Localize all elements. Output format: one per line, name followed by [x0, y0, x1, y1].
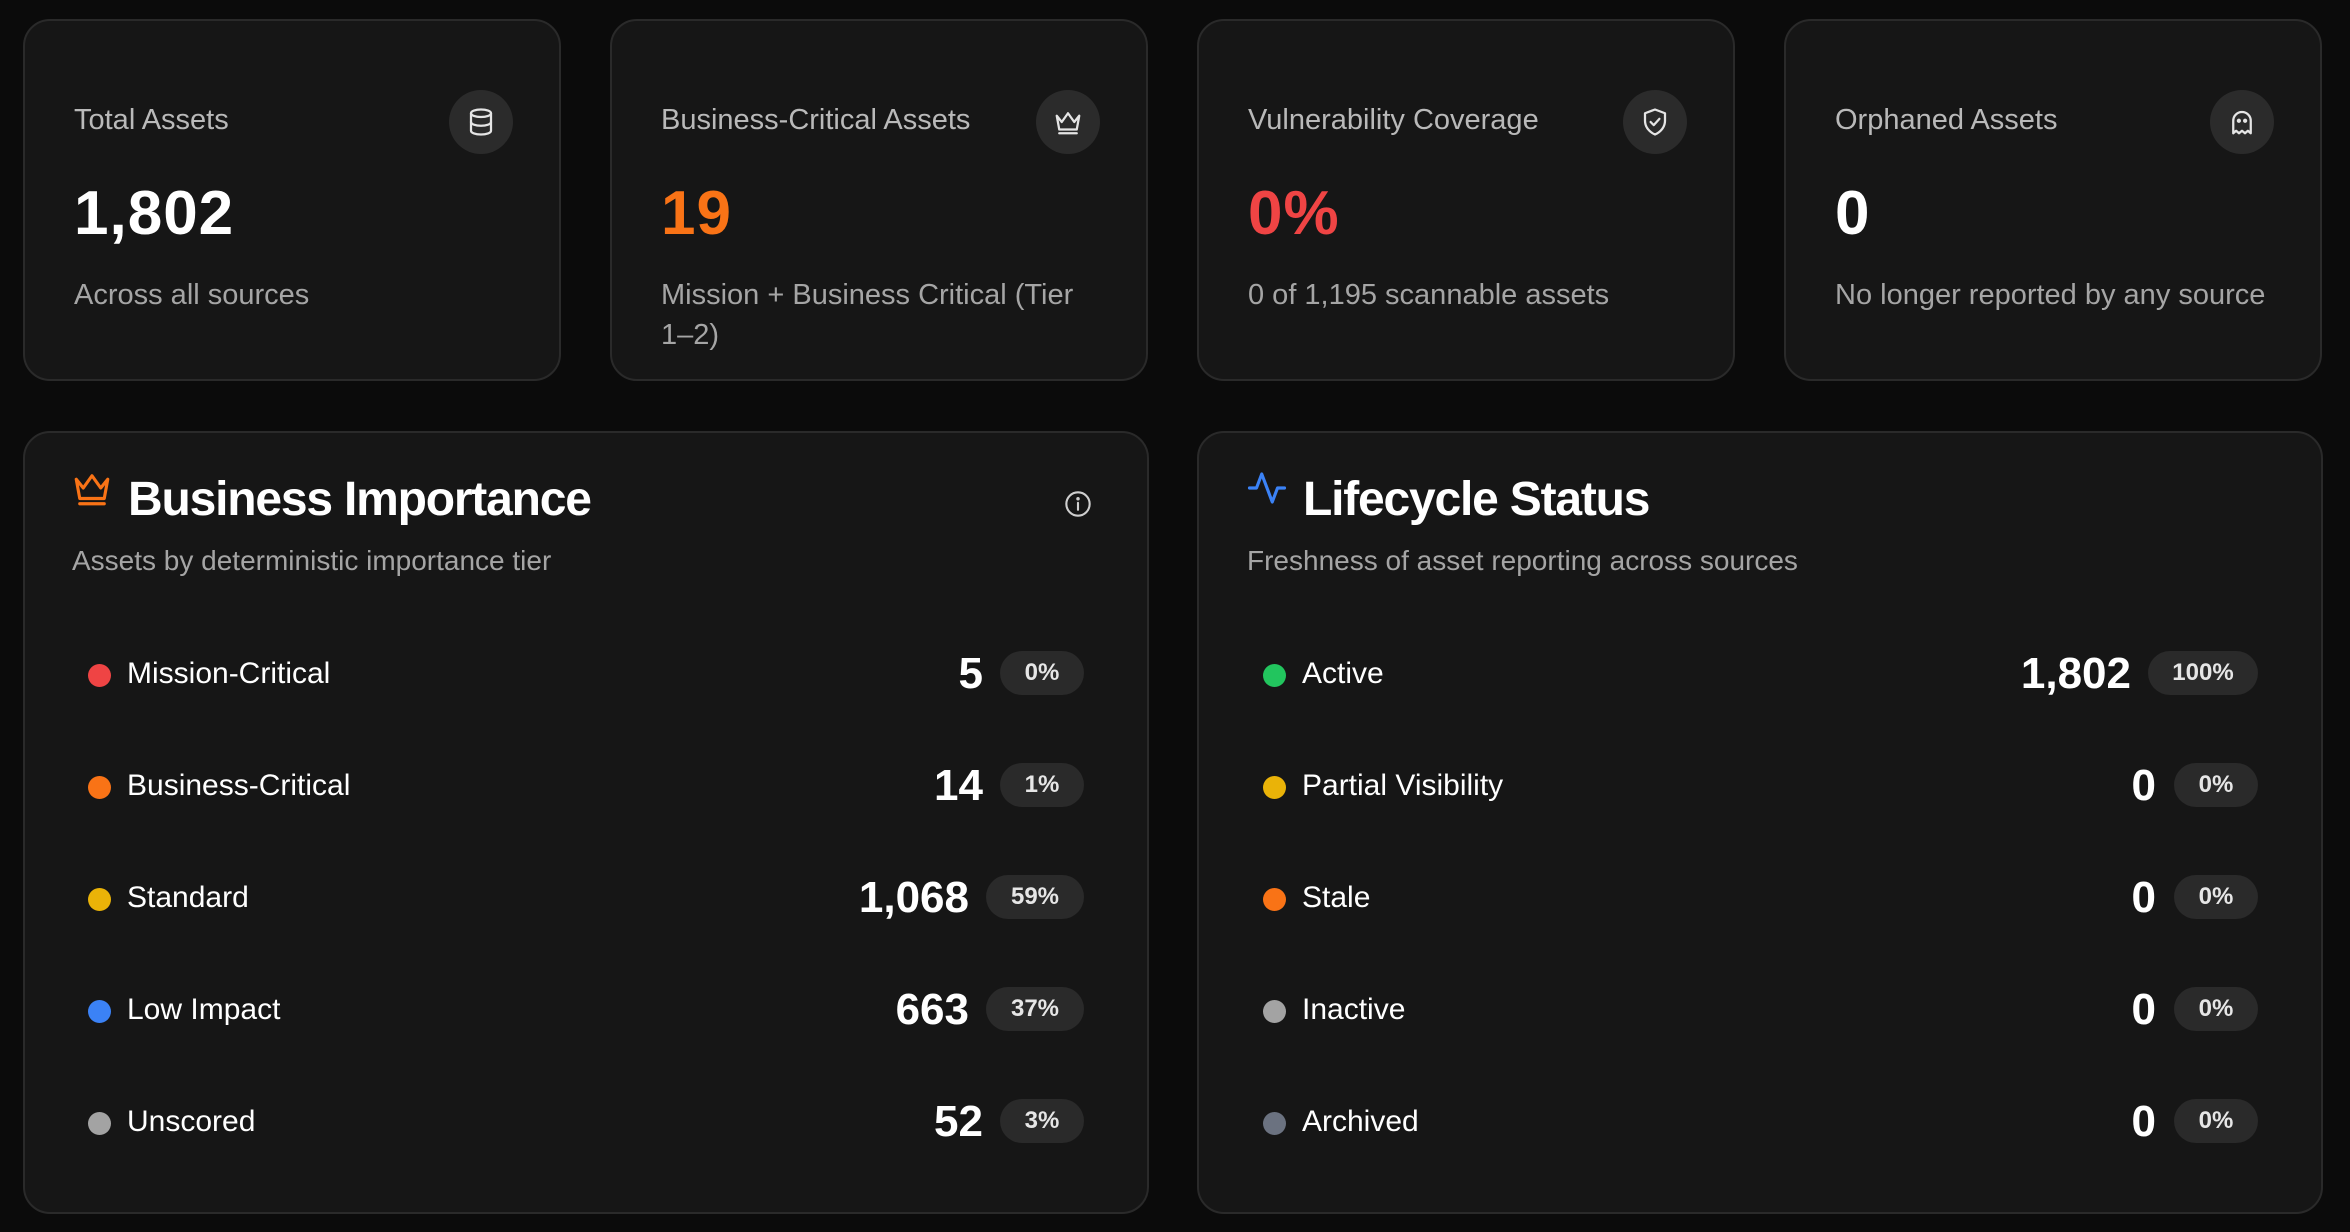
- percent-badge: 37%: [986, 987, 1084, 1031]
- business-importance-panel: [23, 431, 1149, 1214]
- lifecycle-status-panel: [1197, 431, 2323, 1214]
- list-item: Unscored 52 3%: [88, 1091, 1084, 1151]
- row-label: Standard: [127, 881, 249, 914]
- stat-subtitle: 0 of 1,195 scannable assets: [1248, 279, 1610, 311]
- ghost-icon: [2210, 90, 2274, 154]
- row-count: 14: [934, 761, 983, 810]
- row-label: Active: [1302, 657, 1384, 690]
- stat-card-total-assets: Total Assets 1,802 Across all sources: [23, 19, 561, 381]
- status-dot: [88, 664, 111, 687]
- stat-value: 1,802: [74, 179, 235, 248]
- status-dot: [1263, 664, 1286, 687]
- status-dot: [88, 1112, 111, 1135]
- status-dot: [1263, 1112, 1286, 1135]
- row-count: 52: [934, 1097, 983, 1146]
- stat-card-orphaned-assets: Orphaned Assets 0 No longer reported by …: [1784, 19, 2322, 381]
- stat-title: Business-Critical Assets: [661, 104, 971, 136]
- panel-title: Business Importance: [128, 473, 592, 526]
- percent-badge: 0%: [2174, 987, 2258, 1031]
- row-count: 663: [895, 985, 969, 1034]
- row-count: 0: [2131, 985, 2156, 1034]
- row-count: 5: [958, 649, 983, 698]
- stat-subtitle: No longer reported by any source: [1835, 279, 2266, 311]
- stat-title: Total Assets: [74, 104, 229, 136]
- status-dot: [88, 776, 111, 799]
- stat-value: 0%: [1248, 179, 1340, 248]
- percent-badge: 1%: [1000, 763, 1084, 807]
- list-item: Archived 0 0%: [1263, 1091, 2258, 1151]
- panel-subtitle: Assets by deterministic importance tier: [72, 545, 552, 576]
- list-item: Low Impact 663 37%: [88, 979, 1084, 1039]
- crown-icon: [1036, 90, 1100, 154]
- list-item: Inactive 0 0%: [1263, 979, 2258, 1039]
- percent-badge: 100%: [2148, 651, 2258, 695]
- percent-badge: 0%: [2174, 875, 2258, 919]
- activity-icon: [1247, 472, 1287, 504]
- stat-value: 0: [1835, 179, 1871, 248]
- database-icon: [449, 90, 513, 154]
- row-label: Archived: [1302, 1105, 1419, 1138]
- percent-badge: 0%: [2174, 763, 2258, 807]
- row-count: 0: [2131, 1097, 2156, 1146]
- row-label: Inactive: [1302, 993, 1406, 1026]
- stat-value: 19: [661, 179, 732, 248]
- list-item: Standard 1,068 59%: [88, 867, 1084, 927]
- status-dot: [1263, 1000, 1286, 1023]
- list-item: Partial Visibility 0 0%: [1263, 755, 2258, 815]
- percent-badge: 0%: [2174, 1099, 2258, 1143]
- stat-subtitle: Mission + Business Critical (Tier 1–2): [661, 279, 1074, 351]
- stat-title: Orphaned Assets: [1835, 104, 2058, 136]
- status-dot: [1263, 888, 1286, 911]
- status-dot: [88, 1000, 111, 1023]
- list-item: Active 1,802 100%: [1263, 643, 2258, 703]
- crown-icon: [74, 474, 110, 506]
- row-count: 1,802: [2020, 649, 2131, 698]
- stat-card-business-critical: Business-Critical Assets 19 Mission + Bu…: [610, 19, 1148, 381]
- stat-subtitle: Across all sources: [74, 279, 310, 311]
- row-label: Partial Visibility: [1302, 769, 1504, 802]
- stat-title: Vulnerability Coverage: [1248, 104, 1539, 136]
- row-count: 0: [2131, 761, 2156, 810]
- stat-card-vulnerability-coverage: Vulnerability Coverage 0% 0 of 1,195 sca…: [1197, 19, 1735, 381]
- panel-title: Lifecycle Status: [1303, 473, 1650, 526]
- row-count: 0: [2131, 873, 2156, 922]
- percent-badge: 3%: [1000, 1099, 1084, 1143]
- list-item: Mission-Critical 5 0%: [88, 643, 1084, 703]
- status-dot: [88, 888, 111, 911]
- info-icon[interactable]: [1064, 490, 1092, 518]
- panel-subtitle: Freshness of asset reporting across sour…: [1247, 545, 1798, 576]
- shield-check-icon: [1623, 90, 1687, 154]
- status-dot: [1263, 776, 1286, 799]
- row-label: Stale: [1302, 881, 1371, 914]
- row-count: 1,068: [858, 873, 969, 922]
- row-label: Unscored: [127, 1105, 256, 1138]
- list-item: Business-Critical 14 1%: [88, 755, 1084, 815]
- row-label: Business-Critical: [127, 769, 351, 802]
- row-label: Mission-Critical: [127, 657, 331, 690]
- percent-badge: 0%: [1000, 651, 1084, 695]
- list-item: Stale 0 0%: [1263, 867, 2258, 927]
- percent-badge: 59%: [986, 875, 1084, 919]
- row-label: Low Impact: [127, 993, 281, 1026]
